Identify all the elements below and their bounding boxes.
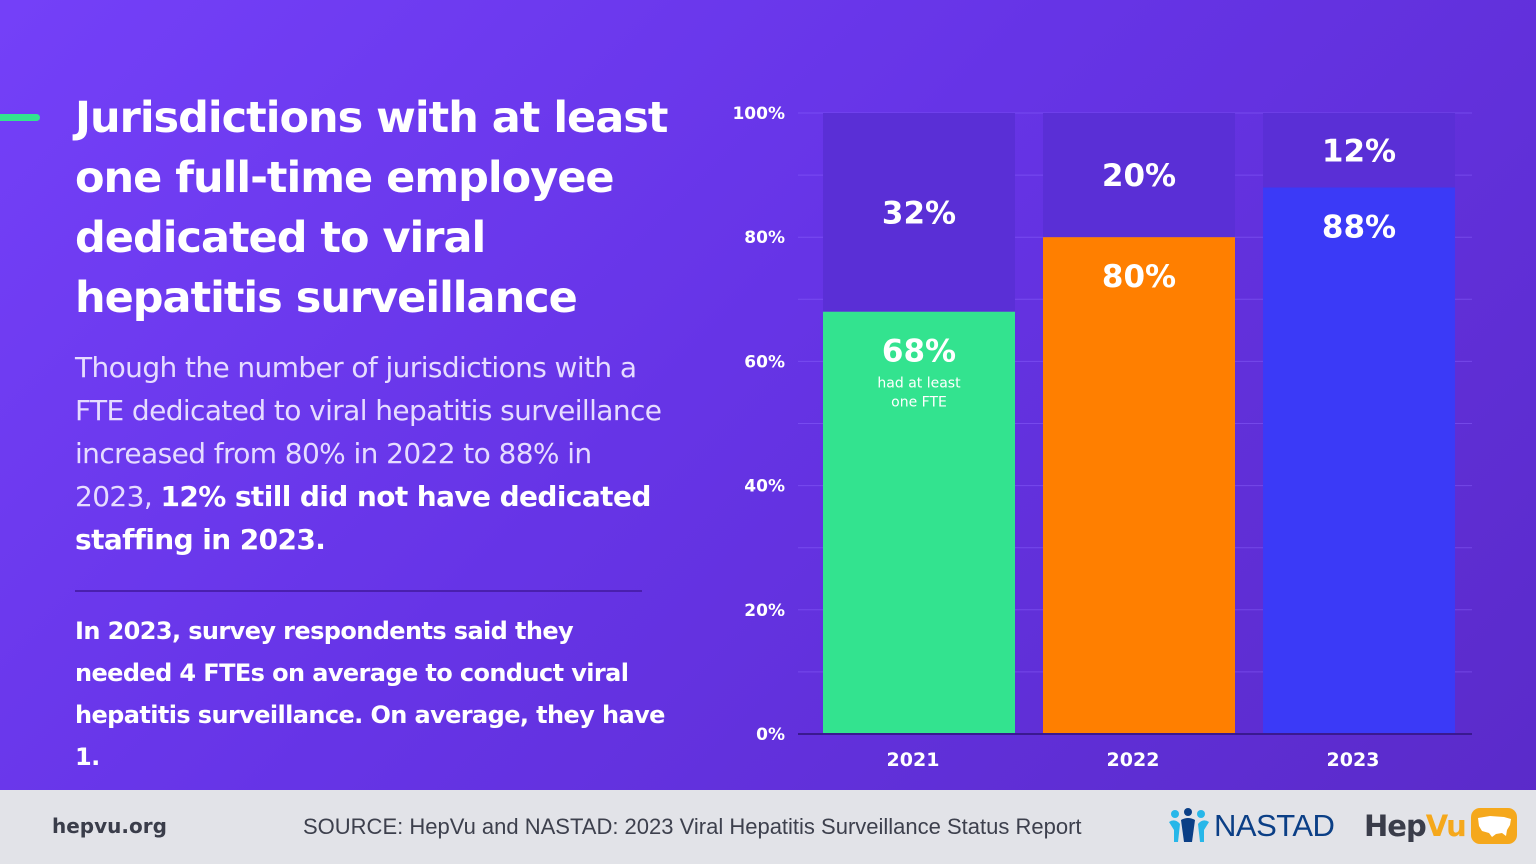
nastad-people-icon (1169, 808, 1209, 842)
bar-remainder-2021 (823, 113, 1015, 312)
x-tick-label-2021: 2021 (887, 749, 940, 771)
usa-map-icon (1470, 808, 1517, 844)
site-link[interactable]: hepvu.org (52, 814, 167, 838)
fte-note: In 2023, survey respondents said they ne… (75, 617, 665, 771)
headline: Jurisdictions with at least one full-tim… (75, 93, 668, 323)
value-label-2022: 80% (1102, 259, 1176, 295)
stacked-bar-chart: 0% 20% 40% 60% 80% 100% 2021 2022 2023 32% 68% had… (732, 104, 1472, 771)
y-tick-label: 60% (744, 352, 785, 372)
bar-annotation: had at least one FTE (877, 376, 961, 411)
hepvu-wordmark-hep: Hep (1364, 809, 1427, 843)
hepvu-logo[interactable]: Hep Vu (1364, 806, 1518, 846)
value-label-2023: 88% (1322, 210, 1396, 246)
x-tick-label-2022: 2022 (1107, 749, 1160, 771)
nastad-wordmark: NASTAD (1214, 808, 1335, 843)
nastad-logo[interactable]: NASTAD (1168, 806, 1335, 846)
body-text-bold: 12% still did not have dedicated staffin… (75, 480, 651, 556)
body-text-normal: Though the number of jurisdictions with … (75, 351, 662, 513)
divider (75, 590, 642, 592)
bars (823, 113, 1455, 734)
y-tick-label: 40% (744, 477, 785, 497)
bar-2021 (823, 311, 1015, 734)
bar-remainder-2023 (1263, 113, 1455, 188)
remainder-label-2021: 32% (882, 195, 956, 231)
y-tick-label: 20% (744, 601, 785, 621)
remainder-label-2022: 20% (1102, 158, 1176, 194)
footer: hepvu.org SOURCE: HepVu and NASTAD: 2023… (0, 790, 1536, 864)
remainder-label-2023: 12% (1322, 133, 1396, 169)
x-tick-label-2023: 2023 (1327, 749, 1380, 771)
y-tick-label: 80% (744, 228, 785, 248)
value-label-2021: 68% (882, 334, 956, 370)
y-tick-label: 0% (756, 725, 785, 745)
accent-line (0, 114, 40, 121)
axes: 0% 20% 40% 60% 80% 100% 2021 2022 2023 (732, 104, 1472, 771)
body-text: Though the number of jurisdictions with … (75, 346, 665, 561)
bar-2023 (1263, 187, 1455, 734)
bar-2022 (1043, 237, 1235, 734)
bar-remainder-2022 (1043, 113, 1235, 238)
hepvu-wordmark-vu: Vu (1425, 809, 1467, 843)
y-tick-label: 100% (732, 104, 785, 124)
source-text: SOURCE: HepVu and NASTAD: 2023 Viral Hep… (303, 814, 1082, 839)
data-labels: 32% 68% had at least one FTE 20% 80% 12% 88% (877, 133, 1396, 410)
